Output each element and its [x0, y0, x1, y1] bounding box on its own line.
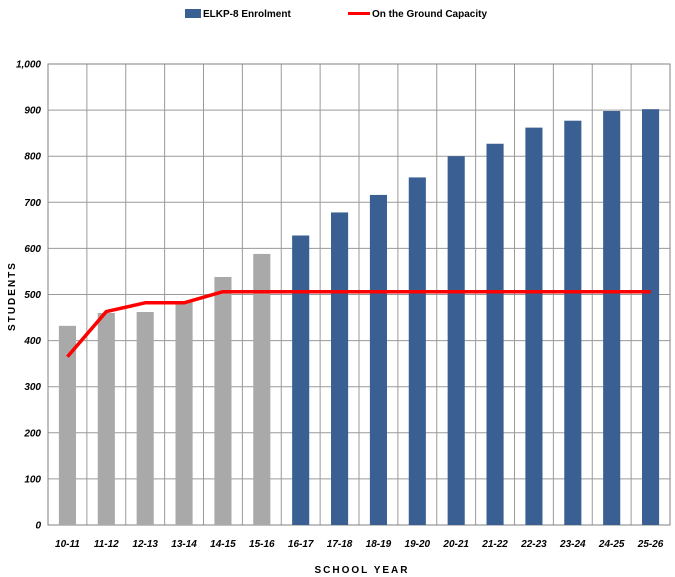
x-tick-label: 25-26 — [637, 539, 664, 550]
enrolment-bar — [642, 109, 660, 525]
x-tick-label: 17-18 — [327, 539, 353, 550]
enrolment-bar — [97, 312, 115, 525]
enrolment-bar — [486, 143, 504, 526]
enrolment-bar — [58, 325, 76, 525]
bar-series — [58, 109, 660, 526]
y-tick-label: 500 — [24, 290, 41, 301]
enrolment-bar — [603, 111, 621, 525]
legend-swatch-enrolment — [185, 9, 201, 18]
enrolment-bar — [564, 120, 582, 525]
x-tick-labels: 10-11 11-12 12-13 13-14 14-15 15-16 16-17 17-18… — [55, 539, 664, 550]
y-tick-label: 700 — [24, 198, 41, 209]
y-tick-label: 1,000 — [16, 60, 41, 71]
enrolment-bar — [253, 253, 271, 525]
y-tick-labels: 0 100 200 300 400 500 600 700 800 900 1,000 — [16, 60, 41, 532]
x-tick-label: 16-17 — [288, 539, 314, 550]
enrolment-bar — [292, 235, 310, 525]
enrolment-bar — [525, 127, 543, 526]
x-tick-label: 14-15 — [210, 539, 236, 550]
x-tick-label: 22-23 — [520, 539, 547, 550]
y-tick-label: 400 — [23, 336, 41, 347]
x-tick-label: 20-21 — [442, 539, 469, 550]
capacity-line — [66, 289, 651, 358]
capacity-line-series — [66, 289, 651, 358]
enrolment-bar — [175, 301, 193, 525]
plot-frame — [47, 63, 671, 526]
y-tick-label: 300 — [24, 382, 41, 393]
legend: ELKP-8 Enrolment On the Ground Capacity — [185, 9, 487, 20]
x-tick-label: 23-24 — [559, 539, 586, 550]
x-tick-label: 21-22 — [481, 539, 508, 550]
legend-label-enrolment: ELKP-8 Enrolment — [203, 9, 291, 20]
y-tick-label: 600 — [24, 244, 41, 255]
enrolment-bar — [369, 194, 387, 525]
enrolment-bar — [214, 276, 232, 525]
enrolment-bar — [136, 312, 154, 525]
x-tick-label: 19-20 — [405, 539, 431, 550]
enrolment-bar — [447, 156, 465, 525]
x-axis-title: SCHOOL YEAR — [315, 565, 410, 576]
x-tick-label: 15-16 — [249, 539, 275, 550]
x-tick-label: 13-14 — [171, 539, 197, 550]
y-tick-label: 900 — [24, 106, 41, 117]
y-axis-title: STUDENTS — [7, 261, 18, 331]
enrolment-bar — [331, 212, 349, 525]
enrolment-bar — [408, 177, 426, 525]
x-tick-label: 18-19 — [366, 539, 392, 550]
legend-label-capacity: On the Ground Capacity — [372, 9, 487, 20]
x-tick-label: 24-25 — [598, 539, 625, 550]
y-tick-label: 0 — [35, 521, 41, 532]
x-tick-label: 10-11 — [55, 539, 80, 550]
y-tick-label: 100 — [24, 474, 41, 485]
x-tick-label: 11-12 — [94, 539, 119, 550]
y-tick-label: 800 — [24, 152, 41, 163]
y-tick-label: 200 — [23, 428, 41, 439]
x-tick-label: 12-13 — [132, 539, 158, 550]
